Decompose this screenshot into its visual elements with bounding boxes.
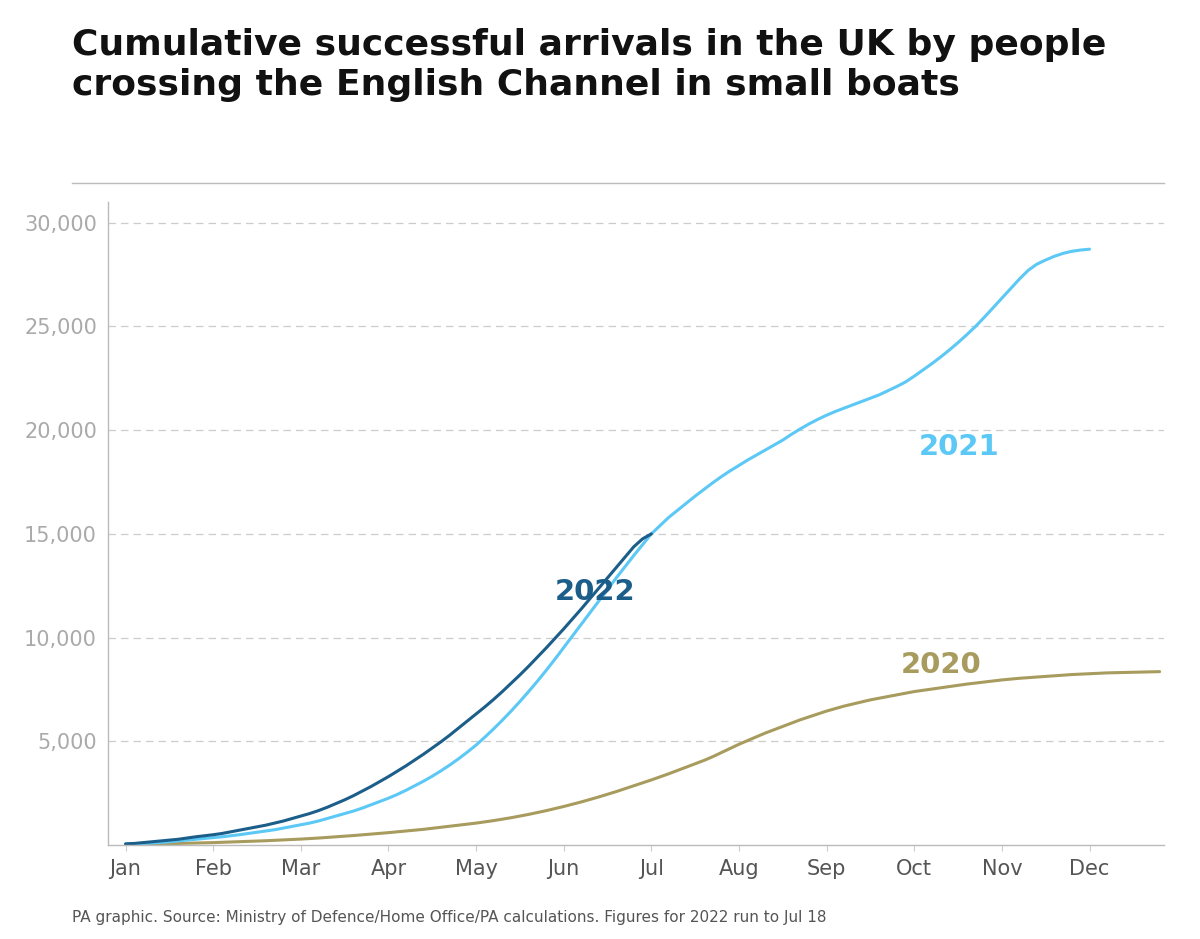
Text: 2022: 2022 [554, 578, 636, 606]
Text: 2020: 2020 [901, 651, 982, 679]
Text: 2021: 2021 [919, 433, 1000, 461]
Text: Cumulative successful arrivals in the UK by people
crossing the English Channel : Cumulative successful arrivals in the UK… [72, 28, 1106, 101]
Text: PA graphic. Source: Ministry of Defence/Home Office/PA calculations. Figures for: PA graphic. Source: Ministry of Defence/… [72, 910, 827, 925]
